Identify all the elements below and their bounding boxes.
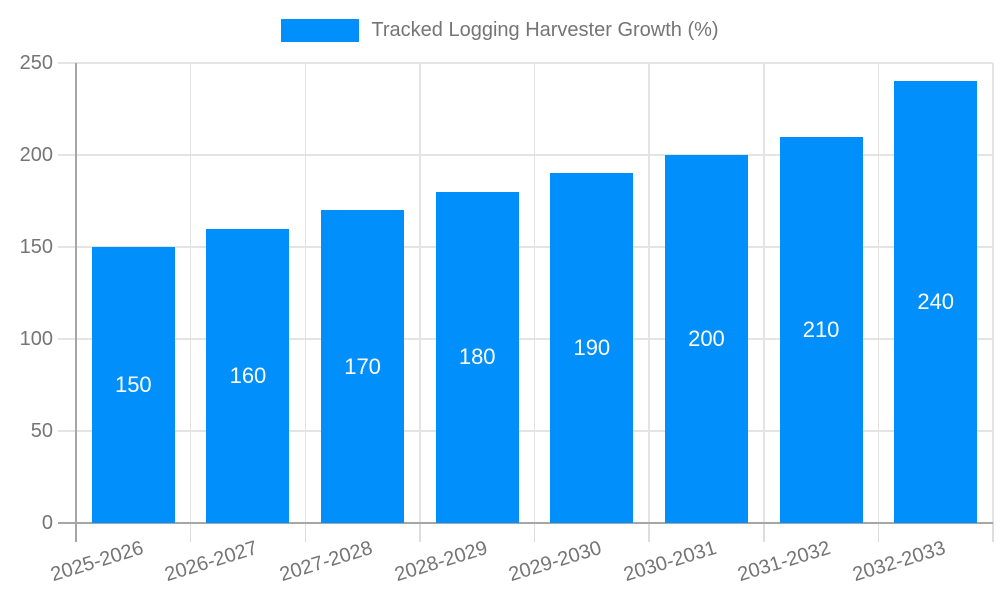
x-gridline [189,63,192,523]
x-axis-category-label: 2025-2026 [47,537,146,587]
bar-2029-2030[interactable]: 190 [550,173,634,523]
bar-2030-2031[interactable]: 200 [664,155,748,523]
x-axis-tick [877,523,880,542]
bar-value-label: 240 [917,289,955,315]
bar-value-label: 170 [344,353,381,379]
x-axis-category-label: 2028-2029 [391,537,490,587]
bar-value-label: 150 [114,372,152,397]
x-axis-category-label: 2027-2028 [277,537,375,587]
bar-value-label: 180 [458,344,496,370]
x-axis-tick [304,523,306,542]
bar-2025-2026[interactable]: 150 [91,247,175,523]
bar-2028-2029[interactable]: 180 [435,191,519,523]
legend-swatch [281,19,360,42]
y-axis-tick-label: 0 [41,512,53,534]
bar-value-label: 190 [573,335,611,361]
x-axis-category-label: 2031-2032 [735,537,834,587]
x-gridline [992,63,994,523]
y-axis-tick-label: 200 [19,144,53,166]
bar-2026-2027[interactable]: 160 [206,228,290,523]
x-axis-category-label: 2029-2030 [506,537,605,587]
x-axis-tick [189,523,192,542]
x-gridline [877,63,880,523]
bar-2031-2032[interactable]: 210 [779,136,863,523]
y-axis-line [75,63,77,542]
x-axis-tick [419,523,421,542]
x-gridline [763,63,765,523]
y-axis-tick-label: 250 [19,52,53,74]
x-axis-line [58,522,993,524]
x-axis-tick [992,523,994,542]
x-axis-tick [648,523,650,542]
x-gridline [419,63,421,523]
x-gridline [648,63,650,523]
legend-label: Tracked Logging Harvester Growth (%) [371,19,719,41]
y-gridline [58,62,993,64]
y-axis-tick-label: 150 [19,236,53,258]
x-axis-category-label: 2032-2033 [850,537,949,587]
bar-value-label: 210 [802,316,840,342]
y-gridline [58,338,993,340]
x-axis-category-label: 2030-2031 [620,537,719,587]
x-axis-tick [533,523,536,542]
bar-value-label: 160 [229,362,267,388]
x-axis-tick [763,523,765,542]
bar-2027-2028[interactable]: 170 [321,210,405,523]
x-gridline [304,63,306,523]
y-gridline [58,154,993,156]
x-axis-category-label: 2026-2027 [162,537,261,587]
y-axis-tick-label: 50 [30,420,53,442]
x-gridline [533,63,536,523]
y-axis-tick-label: 100 [19,328,53,350]
y-gridline [58,430,993,432]
bar-2032-2033[interactable]: 240 [894,81,978,523]
y-gridline [58,246,993,248]
bar-value-label: 200 [688,326,725,351]
legend[interactable]: Tracked Logging Harvester Growth (%) [0,19,1000,42]
